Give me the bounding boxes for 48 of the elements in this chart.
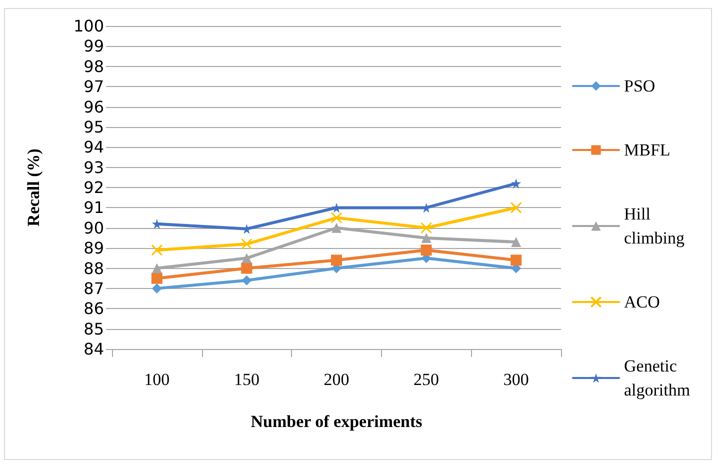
point [420,244,432,256]
point [242,275,252,286]
legend-label: Genetic algorithm [624,356,690,400]
y-axis-title: Recall (%) [24,148,43,226]
point [511,237,522,248]
point [152,218,162,229]
point [332,222,342,233]
point [152,263,162,274]
legend-label: MBFL [624,140,670,160]
point [511,178,522,188]
point [510,254,522,266]
x-axis-title: Number of experiments [250,412,423,431]
y-tick-label: 84 [84,340,104,358]
y-tick-label: 90 [84,218,104,238]
x-tick-label: 200 [324,370,350,389]
point [241,262,252,274]
point [152,283,162,294]
legend-label: Hill climbing [624,204,685,248]
legend-label: PSO [624,76,656,96]
x-tick-label: 250 [414,370,440,389]
point [151,244,163,256]
y-tick-label: 92 [84,178,104,197]
point [242,253,252,264]
y-tick-label: 85 [84,319,104,338]
x-tick-label: 150 [234,370,260,389]
y-tick-label: 87 [84,278,104,298]
y-tick-label: 88 [84,258,104,278]
y-tick-label: 94 [84,138,104,157]
point [330,212,342,224]
y-tick-label: 99 [84,36,104,56]
x-tick-label: 300 [503,370,529,389]
point [240,238,252,250]
point [421,232,432,243]
y-tick-label: 97 [84,77,104,96]
point [420,222,432,234]
point [331,254,342,266]
y-tick-label: 96 [84,97,104,116]
x-tick-label: 100 [144,370,170,389]
y-tick-label: 93 [84,158,104,177]
point [151,272,162,284]
y-tick-label: 91 [84,198,104,218]
y-tick-label: 95 [84,117,104,136]
y-tick-label: 100 [73,16,104,36]
y-tick-label: 86 [84,299,104,318]
y-tick-label: 98 [84,56,104,76]
legend-label: ACO [624,292,660,312]
point [510,202,522,214]
y-tick-label: 89 [84,238,104,258]
